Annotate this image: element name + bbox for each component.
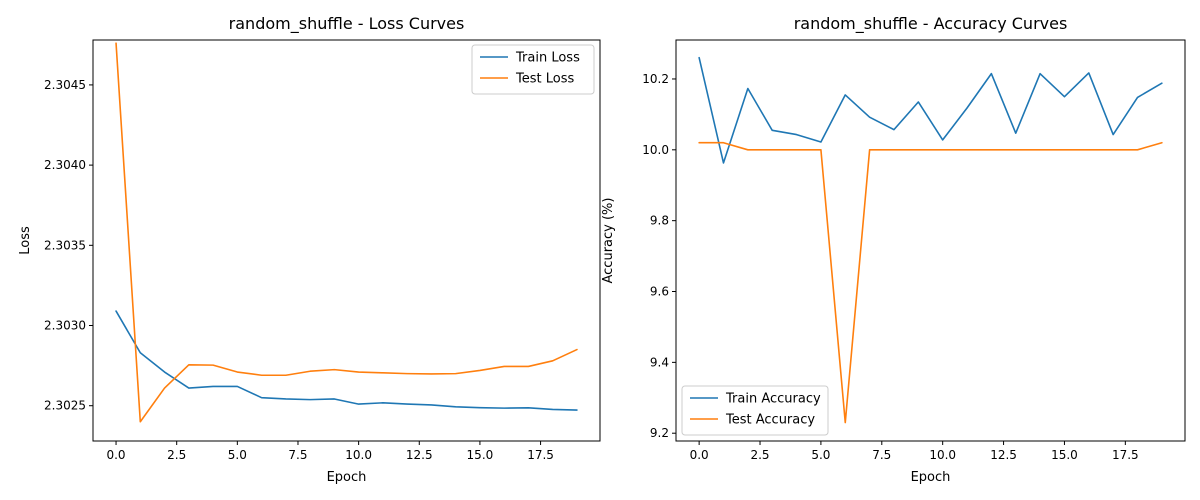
x-tick-label: 5.0: [228, 448, 247, 462]
y-tick-label: 10.2: [642, 72, 669, 86]
accuracy-chart: 0.0 2.5 5.0 7.5 10.0 12.5 15.0 17.5 9.2 9.4 9.6 9.8…: [601, 14, 1186, 485]
x-tick-label: 7.5: [288, 448, 307, 462]
legend-box: [681, 385, 829, 436]
x-tick-label: 5.0: [811, 448, 830, 462]
x-tick-label: 0.0: [106, 448, 125, 462]
series-line-train-accuracy: [698, 56, 1163, 164]
y-tick-label: 2.3030: [44, 319, 86, 333]
x-tick-label: 2.5: [750, 448, 769, 462]
x-tick-label: 7.5: [872, 448, 891, 462]
x-tick-label: 12.5: [406, 448, 433, 462]
x-axis-label: Epoch: [327, 470, 367, 485]
x-tick-label: 0.0: [690, 448, 709, 462]
x-tick-label: 15.0: [1051, 448, 1078, 462]
axes-frame: [92, 39, 601, 442]
y-axis-label: Loss: [18, 226, 33, 255]
x-tick-label: 2.5: [167, 448, 186, 462]
chart-title: random_shuffle - Loss Curves: [229, 14, 465, 34]
legend-label: Test Loss: [515, 72, 574, 87]
y-tick-label: 9.6: [650, 285, 669, 299]
legend: Train Loss Test Loss: [471, 44, 595, 95]
legend-label: Train Accuracy: [725, 392, 821, 407]
legend: Train Accuracy Test Accuracy: [681, 385, 829, 436]
chart-title: random_shuffle - Accuracy Curves: [794, 14, 1068, 34]
x-tick-label: 12.5: [990, 448, 1017, 462]
axes-frame: [675, 39, 1186, 442]
y-tick-label: 10.0: [642, 143, 669, 157]
x-tick-label: 10.0: [929, 448, 956, 462]
loss-chart: 0.0 2.5 5.0 7.5 10.0 12.5 15.0 17.5 2.3025 2.3030…: [18, 14, 601, 485]
series-line-test-loss: [115, 42, 578, 423]
y-tick-label: 9.2: [650, 426, 669, 440]
legend-label: Train Loss: [515, 51, 580, 66]
x-tick-label: 15.0: [467, 448, 494, 462]
y-tick-label: 9.8: [650, 214, 669, 228]
y-axis-label: Accuracy (%): [601, 198, 616, 284]
x-axis-label: Epoch: [911, 470, 951, 485]
series-line-train-loss: [115, 310, 578, 411]
series-line-test-accuracy: [698, 141, 1163, 424]
x-tick-label: 17.5: [527, 448, 554, 462]
y-tick-label: 2.3045: [44, 78, 86, 92]
y-tick-label: 2.3040: [44, 158, 86, 172]
x-tick-label: 17.5: [1112, 448, 1139, 462]
y-tick-label: 2.3025: [44, 399, 86, 413]
y-tick-label: 9.4: [650, 355, 669, 369]
legend-label: Test Accuracy: [725, 413, 815, 428]
x-tick-label: 10.0: [345, 448, 372, 462]
y-tick-label: 2.3035: [44, 238, 86, 252]
